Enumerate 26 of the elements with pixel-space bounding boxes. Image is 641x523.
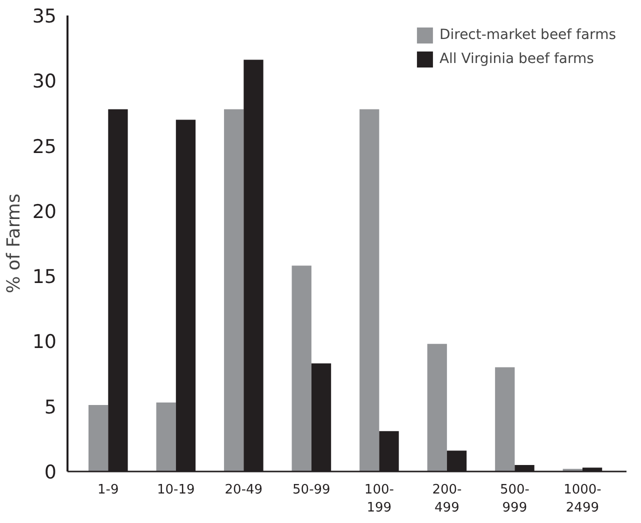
bar	[292, 266, 312, 472]
x-tick-label: 200- 499	[432, 482, 462, 516]
y-tick-label: 15	[32, 266, 57, 288]
y-tick-label: 10	[32, 331, 57, 354]
bar	[224, 109, 244, 472]
legend-label: All Virginia beef farms	[439, 51, 594, 67]
x-tick-label: 20-49	[224, 482, 263, 498]
x-tick-label: 500- 999	[500, 482, 530, 516]
y-tick-label: 5	[44, 396, 57, 418]
x-tick-label: 10-19	[157, 482, 195, 498]
bar	[495, 367, 515, 472]
bar	[88, 405, 108, 472]
y-tick-label: 35	[32, 6, 57, 28]
y-tick-label: 0	[44, 462, 57, 484]
x-tick-label: 100- 199	[364, 482, 394, 516]
x-tick-label: 1-9	[98, 482, 119, 498]
legend-label: Direct-market beef farms	[439, 27, 616, 43]
bar	[156, 402, 176, 472]
bar	[360, 109, 380, 472]
y-tick-label: 30	[32, 70, 57, 93]
bar	[427, 344, 447, 472]
y-tick-label: 20	[32, 200, 57, 223]
y-tick-label: 25	[32, 136, 57, 158]
y-axis-title: % of Farms	[3, 194, 24, 294]
x-tick-label: 1000- 2499	[564, 482, 602, 516]
x-tick-label: 50-99	[292, 482, 330, 498]
